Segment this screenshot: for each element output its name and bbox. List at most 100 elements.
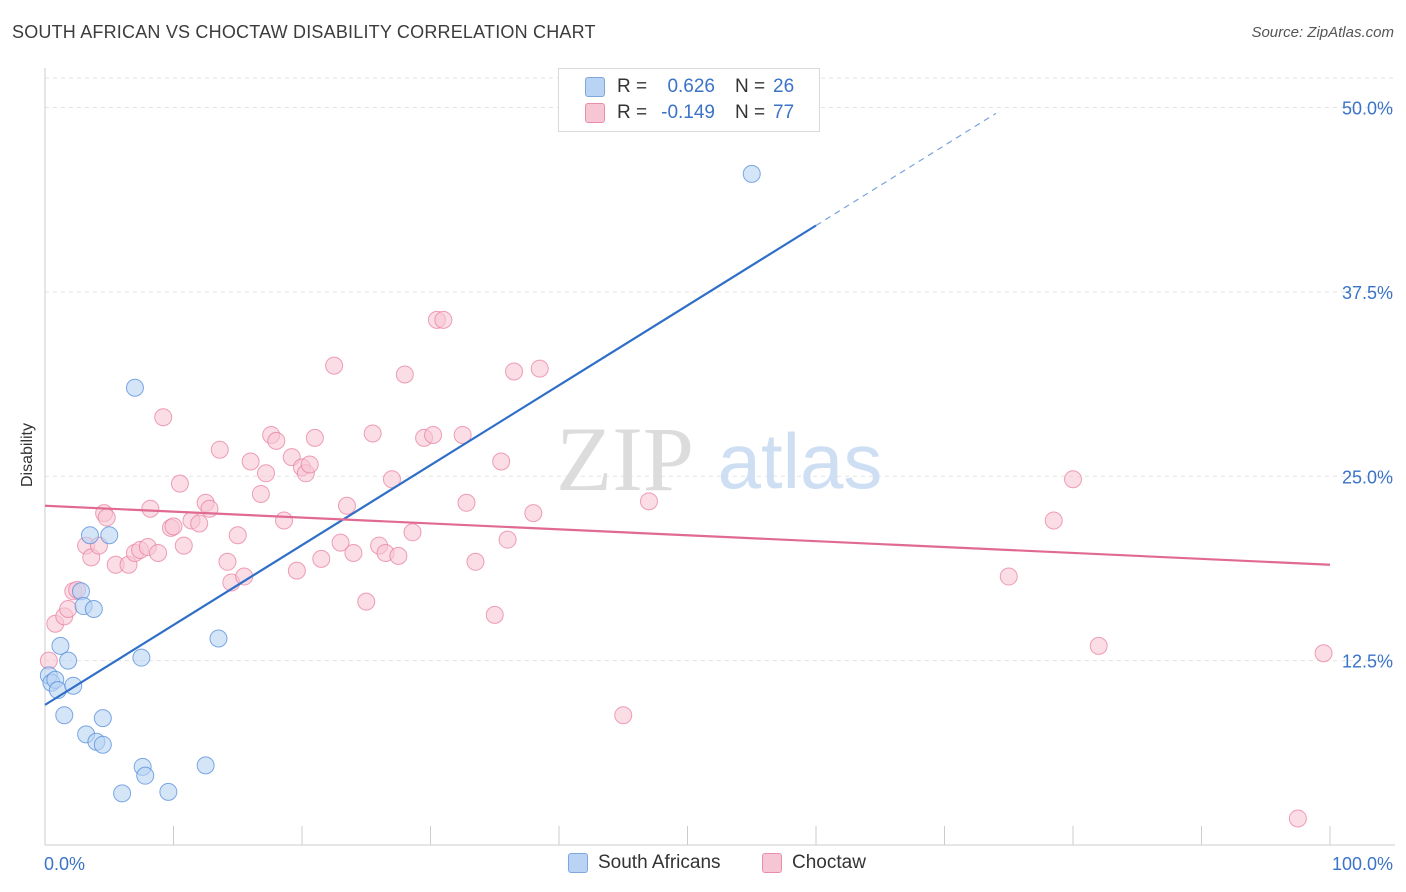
choctaw-point: [275, 511, 294, 530]
y-tick-label: 25.0%: [1342, 467, 1393, 487]
choctaw-point: [382, 470, 401, 489]
south-africans-point: [136, 766, 155, 785]
choctaw-point: [498, 530, 517, 549]
south-africans-point: [100, 526, 119, 545]
choctaw-point: [453, 425, 472, 444]
choctaw-point: [505, 362, 524, 381]
south-africans-point: [93, 709, 112, 728]
watermark-atlas: atlas: [718, 417, 883, 505]
choctaw-point: [251, 484, 270, 503]
choctaw-point: [524, 504, 543, 523]
choctaw-point: [210, 440, 229, 459]
south-africans-point: [196, 756, 215, 775]
choctaw-trendline: [44, 504, 1331, 566]
regression-lines: [44, 112, 1331, 706]
choctaw-point: [424, 425, 443, 444]
tick-labels: 12.5% 25.0% 37.5% 50.0% 0.0% 100.0%: [44, 99, 1393, 875]
choctaw-point: [287, 561, 306, 580]
choctaw-point: [164, 517, 183, 536]
legend-swatch-blue: [568, 853, 588, 873]
choctaw-point: [395, 365, 414, 384]
choctaw-point: [639, 492, 658, 511]
choctaw-point: [1064, 470, 1082, 489]
choctaw-point: [337, 496, 356, 515]
choctaw-point: [485, 605, 504, 624]
choctaw-point: [300, 455, 319, 474]
choctaw-points: [39, 310, 1333, 828]
choctaw-point: [1314, 644, 1333, 663]
south-africans-point: [132, 648, 151, 667]
legend-swatch-pink: [585, 103, 605, 123]
choctaw-point: [241, 452, 260, 471]
legend-row-choctaw: R = -0.149 N = 77: [585, 101, 794, 125]
choctaw-point: [344, 543, 363, 562]
legend-label: South Africans: [598, 852, 721, 873]
y-tick-label: 12.5%: [1342, 652, 1393, 672]
choctaw-point: [492, 452, 511, 471]
choctaw-point: [614, 706, 633, 725]
south-africans-point: [742, 164, 761, 183]
choctaw-point: [149, 543, 168, 562]
source-label: Source: ZipAtlas.com: [1251, 24, 1394, 41]
choctaw-point: [170, 474, 189, 493]
watermark: ZIP atlas: [556, 408, 882, 510]
choctaw-point: [403, 523, 422, 542]
legend-n-value: 26: [773, 76, 795, 97]
choctaw-point: [312, 549, 331, 568]
south-africans-point: [93, 735, 112, 754]
choctaw-point: [97, 508, 116, 527]
south-africans-point: [59, 651, 78, 670]
south-africans-point: [84, 600, 103, 618]
legend-label: Choctaw: [792, 852, 866, 873]
choctaw-point: [530, 359, 549, 378]
legend-n-label: N =: [735, 76, 766, 97]
south-africans-trendline-extension: [815, 112, 997, 227]
south-africans-point: [80, 526, 99, 545]
south-africans-point: [55, 706, 74, 725]
choctaw-point: [257, 464, 276, 483]
legend-swatch-pink: [762, 853, 782, 873]
x-tick-label-max: 100.0%: [1332, 854, 1393, 874]
choctaw-point: [466, 552, 485, 571]
choctaw-point: [174, 536, 193, 555]
legend-r-label: R =: [617, 76, 648, 97]
choctaw-point: [331, 533, 350, 552]
choctaw-point: [357, 592, 376, 611]
choctaw-point: [267, 431, 286, 450]
choctaw-point: [190, 514, 209, 533]
legend-r-label: R =: [617, 102, 648, 123]
south-africans-point: [125, 378, 144, 397]
south-africans-point: [113, 784, 132, 803]
south-africans-trendline: [44, 224, 817, 706]
choctaw-point: [434, 310, 453, 329]
choctaw-point: [999, 567, 1018, 586]
legend-n-label: N =: [735, 102, 766, 123]
choctaw-point: [154, 408, 173, 427]
choctaw-point: [1044, 511, 1063, 530]
legend-item-south-africans: South Africans: [568, 852, 721, 874]
choctaw-point: [1089, 636, 1108, 655]
y-tick-label: 50.0%: [1342, 99, 1393, 119]
axes: [44, 68, 1395, 846]
chart-title: SOUTH AFRICAN VS CHOCTAW DISABILITY CORR…: [12, 22, 596, 42]
choctaw-point: [218, 552, 237, 571]
watermark-zip: ZIP: [556, 408, 694, 510]
legend-row-south-africans: R = 0.626 N = 26: [585, 75, 794, 99]
correlation-legend: R = 0.626 N = 26 R = -0.149 N = 77: [558, 68, 820, 132]
choctaw-point: [457, 493, 476, 512]
choctaw-point: [59, 600, 78, 618]
choctaw-point: [141, 499, 160, 518]
choctaw-point: [389, 546, 408, 565]
south-africans-point: [51, 636, 70, 655]
choctaw-point: [305, 428, 324, 447]
choctaw-point: [325, 356, 344, 375]
choctaw-point: [363, 424, 382, 443]
south-africans-point: [71, 582, 90, 601]
choctaw-point: [1288, 809, 1307, 828]
legend-r-value: -0.149: [661, 102, 715, 123]
legend-n-value: 77: [773, 102, 795, 123]
legend-r-value: 0.626: [667, 76, 715, 97]
y-tick-label: 37.5%: [1342, 283, 1393, 303]
south-africans-point: [209, 629, 228, 648]
